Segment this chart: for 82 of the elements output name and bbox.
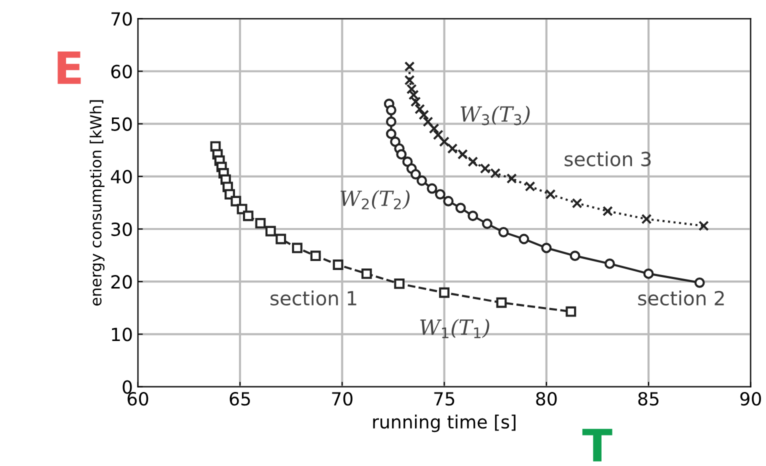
point (496, 297, 507, 308)
annotation: W$_{1}$(T$_{1}$) (420, 318, 490, 338)
point (524, 181, 536, 192)
point (426, 183, 438, 194)
x-tick-label: 80 (536, 392, 557, 406)
x-tick-label: 75 (434, 392, 454, 406)
point (414, 104, 425, 114)
point (602, 206, 613, 216)
point (641, 214, 652, 224)
point (230, 196, 242, 206)
text: E (58, 51, 81, 84)
point (439, 287, 450, 298)
point (447, 143, 458, 154)
point (506, 173, 517, 184)
point (404, 61, 415, 72)
point (643, 268, 654, 279)
point (242, 210, 254, 222)
point (566, 306, 576, 317)
point (394, 278, 405, 289)
point (439, 136, 450, 147)
x-axis-title: running time [s] (373, 414, 516, 432)
point (694, 277, 705, 288)
point (386, 128, 396, 140)
point (408, 90, 419, 100)
point (498, 226, 509, 238)
point (432, 130, 444, 140)
point (406, 84, 417, 94)
point (541, 242, 552, 254)
y-tick-label: 50 (111, 117, 132, 131)
annotation: section 1 (270, 290, 356, 306)
annotation: W$_{3}$(T$_{3}$) (460, 106, 530, 126)
point (404, 74, 415, 86)
point (402, 156, 413, 167)
x-tick-label: 85 (638, 392, 658, 406)
point (468, 156, 478, 167)
point (386, 116, 396, 127)
annotation: W$_{2}$(T$_{2}$) (340, 190, 410, 210)
point (698, 220, 709, 232)
point (428, 123, 440, 134)
point (457, 149, 468, 160)
point (518, 234, 530, 244)
text: T (582, 428, 612, 462)
y-axis-title: energy consumption [kWh] (90, 100, 104, 306)
point (410, 96, 421, 107)
point (332, 260, 344, 270)
point (255, 218, 266, 228)
point (416, 175, 428, 186)
point (455, 202, 466, 214)
annotation: section 3 (564, 151, 651, 166)
point (480, 163, 490, 174)
point (276, 234, 286, 244)
x-tick-label: 70 (332, 392, 352, 406)
y-tick-label: 60 (111, 64, 132, 78)
point (443, 196, 454, 206)
point (482, 218, 492, 229)
annotation: section 2 (638, 290, 724, 306)
y-tick-label: 30 (111, 222, 132, 236)
point (418, 110, 430, 120)
point (396, 149, 407, 160)
point (386, 104, 396, 116)
y-tick-label: 20 (111, 275, 132, 289)
point (265, 226, 276, 236)
point (390, 136, 400, 147)
y-tick-label: 0 (122, 380, 132, 394)
y-tick-label: 70 (112, 12, 132, 26)
x-tick-label: 90 (740, 392, 761, 406)
point (310, 250, 321, 262)
point (572, 198, 582, 208)
point (570, 250, 580, 262)
point (410, 169, 421, 180)
y-tick-label: 10 (112, 328, 132, 342)
point (292, 242, 302, 254)
point (422, 116, 434, 127)
point (434, 189, 446, 200)
x-tick-label: 60 (128, 392, 148, 406)
point (545, 189, 556, 200)
y-tick-label: 40 (110, 170, 132, 184)
point (604, 258, 615, 269)
x-tick-label: 65 (230, 392, 250, 406)
point (468, 210, 478, 222)
point (490, 168, 501, 178)
point (361, 268, 372, 279)
